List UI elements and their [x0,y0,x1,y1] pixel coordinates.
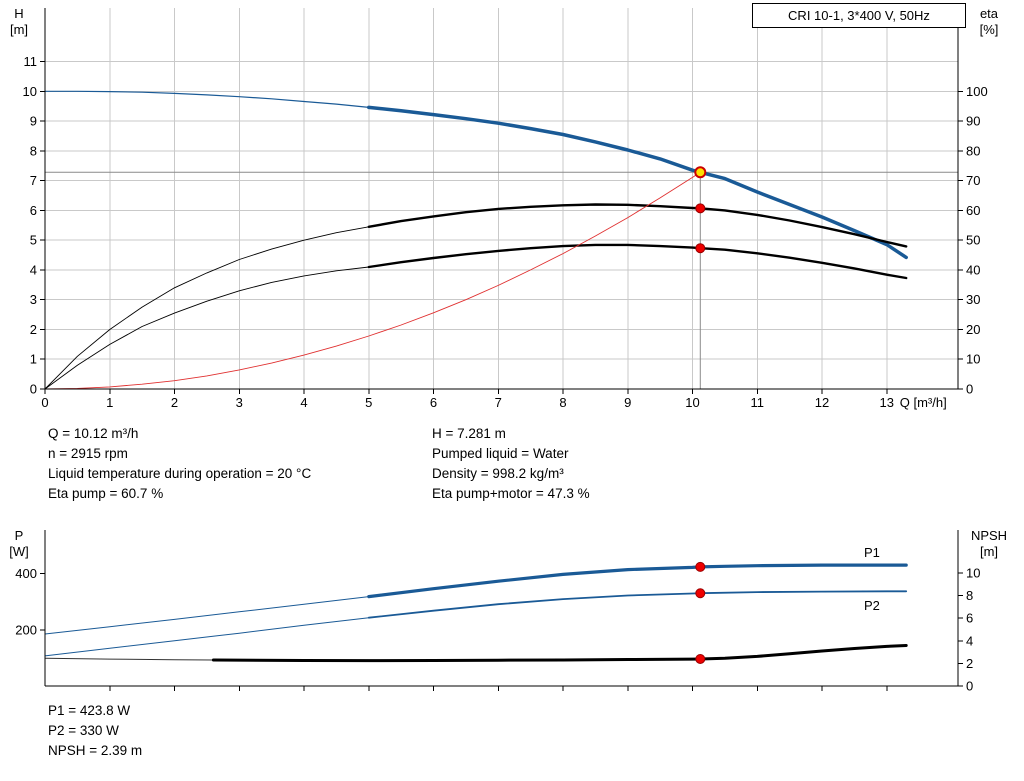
x-tick-label: 12 [815,395,829,410]
p2-curve-thin [44,617,370,657]
y-right-tick-label: 2 [966,656,973,671]
duty-head-text: H = 7.281 m [432,426,506,441]
x-tick-label: 10 [685,395,699,410]
x-axis-title: Q [m³/h] [900,395,947,410]
eta-pump-point [695,203,706,214]
x-tick-label: 0 [41,395,48,410]
y-right-tick-label: 8 [966,588,973,603]
p1-point [695,561,706,572]
eta-pump-curve [367,203,908,248]
x-tick-label: 6 [430,395,437,410]
x-tick-label: 7 [495,395,502,410]
p2-curve [367,590,908,619]
y-left-tick-label: 1 [30,352,37,367]
y-left-tick-label: 0 [30,382,37,397]
pump-model-label: CRI 10-1, 3*400 V, 50Hz [788,8,930,23]
pump-model-box: CRI 10-1, 3*400 V, 50Hz [752,3,966,28]
y-left-axis-title: P [15,528,24,543]
duty-eta-pump-motor-text: Eta pump+motor = 47.3 % [432,486,590,501]
y-left-tick-label: 4 [30,262,37,277]
eta-pump-motor-curve-thin [44,266,370,390]
y-right-tick-label: 0 [966,382,973,397]
p1-curve-thin [44,596,370,635]
y-right-tick-label: 100 [966,84,988,99]
duty-density-text: Density = 998.2 kg/m³ [432,466,564,481]
y-right-axis-unit: [m] [980,544,998,559]
y-left-tick-label: 11 [24,54,38,69]
qh-curve-thin [44,90,370,108]
y-right-tick-label: 30 [966,292,980,307]
p2-curve-label: P2 [864,598,880,613]
duty-point-marker [694,166,707,179]
duty-pumped-liquid-text: Pumped liquid = Water [432,446,569,461]
system-curve [44,171,701,390]
eta-pump-curve-thin [44,226,370,390]
x-tick-label: 3 [236,395,243,410]
x-tick-label: 2 [171,395,178,410]
y-left-tick-label: 9 [30,114,37,129]
y-left-tick-label: 400 [15,566,37,581]
y-left-axis-unit: [W] [9,544,29,559]
y-right-axis-title: eta [980,6,999,21]
qh-curve [367,105,908,260]
p2-point [695,588,706,599]
x-tick-label: 11 [751,395,765,410]
duty-data-right: H = 7.281 m Pumped liquid = Water Densit… [432,424,590,504]
y-left-tick-label: 6 [30,203,37,218]
duty-eta-pump-text: Eta pump = 60.7 % [48,486,164,501]
eta-pump-motor-point [695,243,706,254]
y-right-tick-label: 50 [966,233,980,248]
result-p1-text: P1 = 423.8 W [48,703,131,718]
y-left-tick-label: 2 [30,322,37,337]
y-right-tick-label: 10 [966,352,980,367]
eta-pump-motor-curve [367,243,908,280]
y-right-tick-label: 10 [966,565,980,580]
y-right-tick-label: 90 [966,114,980,129]
duty-data-left: Q = 10.12 m³/h n = 2915 rpm Liquid tempe… [48,424,311,504]
x-tick-label: 5 [365,395,372,410]
x-tick-label: 13 [880,395,894,410]
duty-liquid-temp-text: Liquid temperature during operation = 20… [48,466,312,481]
y-right-tick-label: 6 [966,611,973,626]
npsh-point [695,653,706,664]
p1-curve-label: P1 [864,545,880,560]
y-left-tick-label: 10 [23,84,37,99]
y-right-axis-title: NPSH [971,528,1007,543]
x-tick-label: 8 [559,395,566,410]
result-data: P1 = 423.8 W P2 = 330 W NPSH = 2.39 m [48,701,142,761]
y-right-tick-label: 80 [966,143,980,158]
y-right-tick-label: 0 [966,679,973,694]
npsh-curve [211,644,908,663]
power-npsh-chart: 200 400 0 2 4 6 8 10 P[W] NPSH[m] P1 P2 [9,528,1007,694]
y-left-tick-label: 3 [30,292,37,307]
y-left-tick-label: 7 [30,173,37,188]
y-left-tick-label: 200 [15,622,37,637]
x-tick-label: 1 [106,395,113,410]
y-right-tick-label: 20 [966,322,980,337]
x-tick-label: 4 [300,395,307,410]
y-right-tick-label: 70 [966,173,980,188]
y-right-tick-label: 40 [966,262,980,277]
y-right-tick-label: 60 [966,203,980,218]
x-tick-label: 9 [624,395,631,410]
duty-flow-text: Q = 10.12 m³/h [48,426,139,441]
y-left-tick-label: 8 [30,143,37,158]
result-npsh-text: NPSH = 2.39 m [48,743,143,758]
npsh-curve-thin [44,657,214,661]
y-left-tick-label: 5 [30,233,37,248]
y-right-tick-label: 4 [966,633,973,648]
y-left-axis-title: H [14,6,23,21]
y-right-axis-unit: [%] [980,22,999,37]
duty-speed-text: n = 2915 rpm [48,446,128,461]
result-p2-text: P2 = 330 W [48,723,119,738]
y-left-axis-unit: [m] [10,22,28,37]
